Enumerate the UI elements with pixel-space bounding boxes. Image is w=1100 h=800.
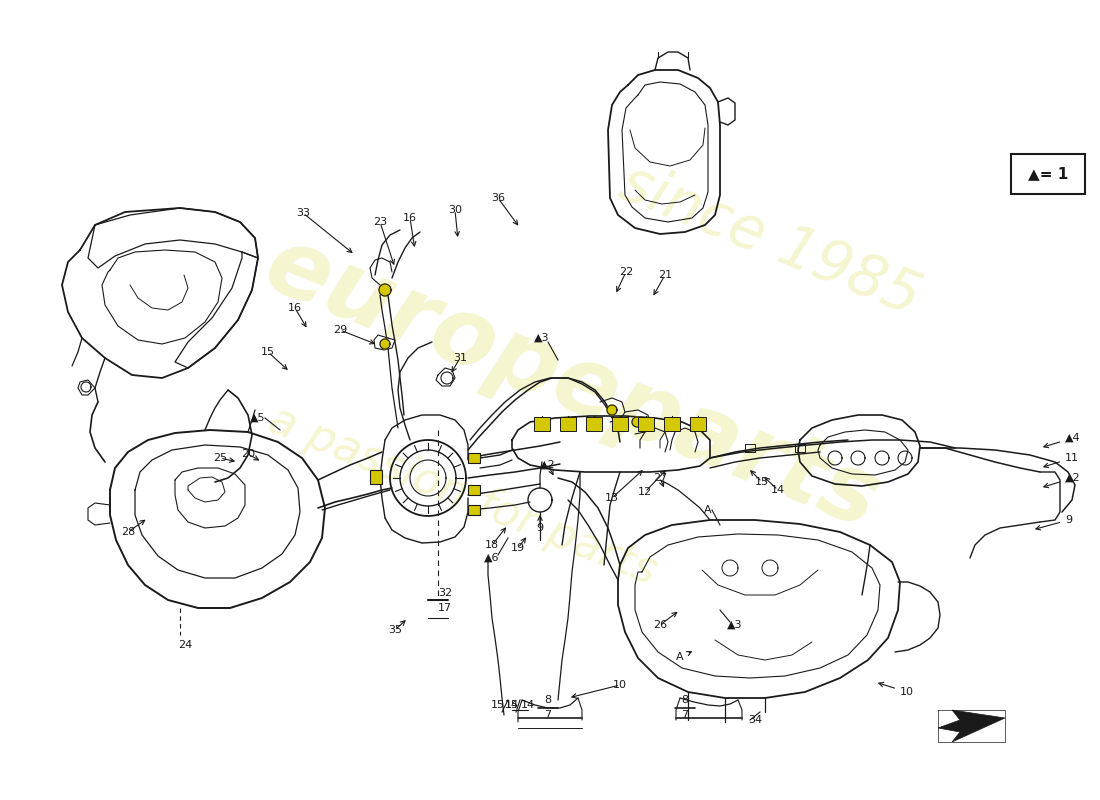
Text: 34: 34 (748, 715, 762, 725)
Text: 36: 36 (491, 193, 505, 203)
Bar (560, 417, 576, 431)
Text: 9: 9 (537, 523, 543, 533)
Bar (468, 453, 480, 463)
Text: europeparts: europeparts (252, 219, 892, 549)
Text: ▲2: ▲2 (540, 460, 556, 470)
Text: A: A (704, 505, 712, 515)
Polygon shape (938, 710, 1005, 742)
Text: ▲5: ▲5 (251, 413, 266, 423)
Text: 33: 33 (296, 208, 310, 218)
Text: a passion for parts: a passion for parts (262, 398, 662, 594)
Polygon shape (632, 417, 642, 427)
Bar (534, 417, 550, 431)
Text: 21: 21 (658, 270, 672, 280)
Text: 14: 14 (521, 700, 535, 710)
Bar (468, 505, 480, 515)
Text: 16: 16 (288, 303, 302, 313)
Text: 16: 16 (403, 213, 417, 223)
FancyBboxPatch shape (1011, 154, 1085, 194)
Text: 14: 14 (505, 700, 519, 710)
Text: A: A (676, 651, 692, 662)
Text: 31: 31 (453, 353, 468, 363)
Text: 7: 7 (544, 710, 551, 720)
Text: 26: 26 (653, 620, 667, 630)
Text: 19: 19 (510, 543, 525, 553)
Text: 24: 24 (178, 640, 192, 650)
Text: since 1985: since 1985 (612, 154, 928, 326)
Text: 10: 10 (879, 682, 914, 697)
Text: 14: 14 (771, 485, 785, 495)
Polygon shape (607, 405, 617, 415)
Text: 35: 35 (388, 625, 401, 635)
Text: 30: 30 (448, 205, 462, 215)
Text: 10: 10 (613, 680, 627, 690)
Text: 27: 27 (653, 473, 667, 483)
Text: ▲3: ▲3 (727, 620, 742, 630)
Text: 18: 18 (485, 540, 499, 550)
Text: 15: 15 (755, 477, 769, 487)
Text: 25: 25 (213, 453, 227, 463)
Text: 8: 8 (544, 695, 551, 705)
Text: ▲3: ▲3 (535, 333, 550, 343)
Bar (370, 470, 382, 484)
Text: ▲4: ▲4 (1044, 433, 1080, 448)
Text: 28: 28 (121, 527, 135, 537)
Text: ▲= 1: ▲= 1 (1027, 166, 1068, 182)
Text: 29: 29 (333, 325, 348, 335)
Text: 15: 15 (491, 700, 505, 710)
Polygon shape (379, 284, 390, 296)
Text: 32: 32 (438, 588, 452, 598)
Text: 15: 15 (505, 700, 519, 710)
Text: 8: 8 (681, 695, 689, 705)
Text: 11: 11 (1044, 453, 1079, 467)
Bar (690, 417, 706, 431)
Text: ▲2: ▲2 (1044, 473, 1080, 488)
Text: 22: 22 (619, 267, 634, 277)
Text: 15: 15 (261, 347, 275, 357)
Text: 7: 7 (681, 710, 689, 720)
Text: 23: 23 (373, 217, 387, 227)
Polygon shape (379, 339, 390, 349)
Bar (612, 417, 628, 431)
Bar (586, 417, 602, 431)
Bar (638, 417, 654, 431)
Text: ▲6: ▲6 (484, 553, 499, 563)
Text: 17: 17 (438, 603, 452, 613)
Bar (664, 417, 680, 431)
Text: 9: 9 (1036, 515, 1072, 530)
Text: 20: 20 (241, 449, 255, 459)
Text: 13: 13 (605, 493, 619, 503)
Bar (468, 485, 480, 495)
Text: 12: 12 (638, 487, 652, 497)
